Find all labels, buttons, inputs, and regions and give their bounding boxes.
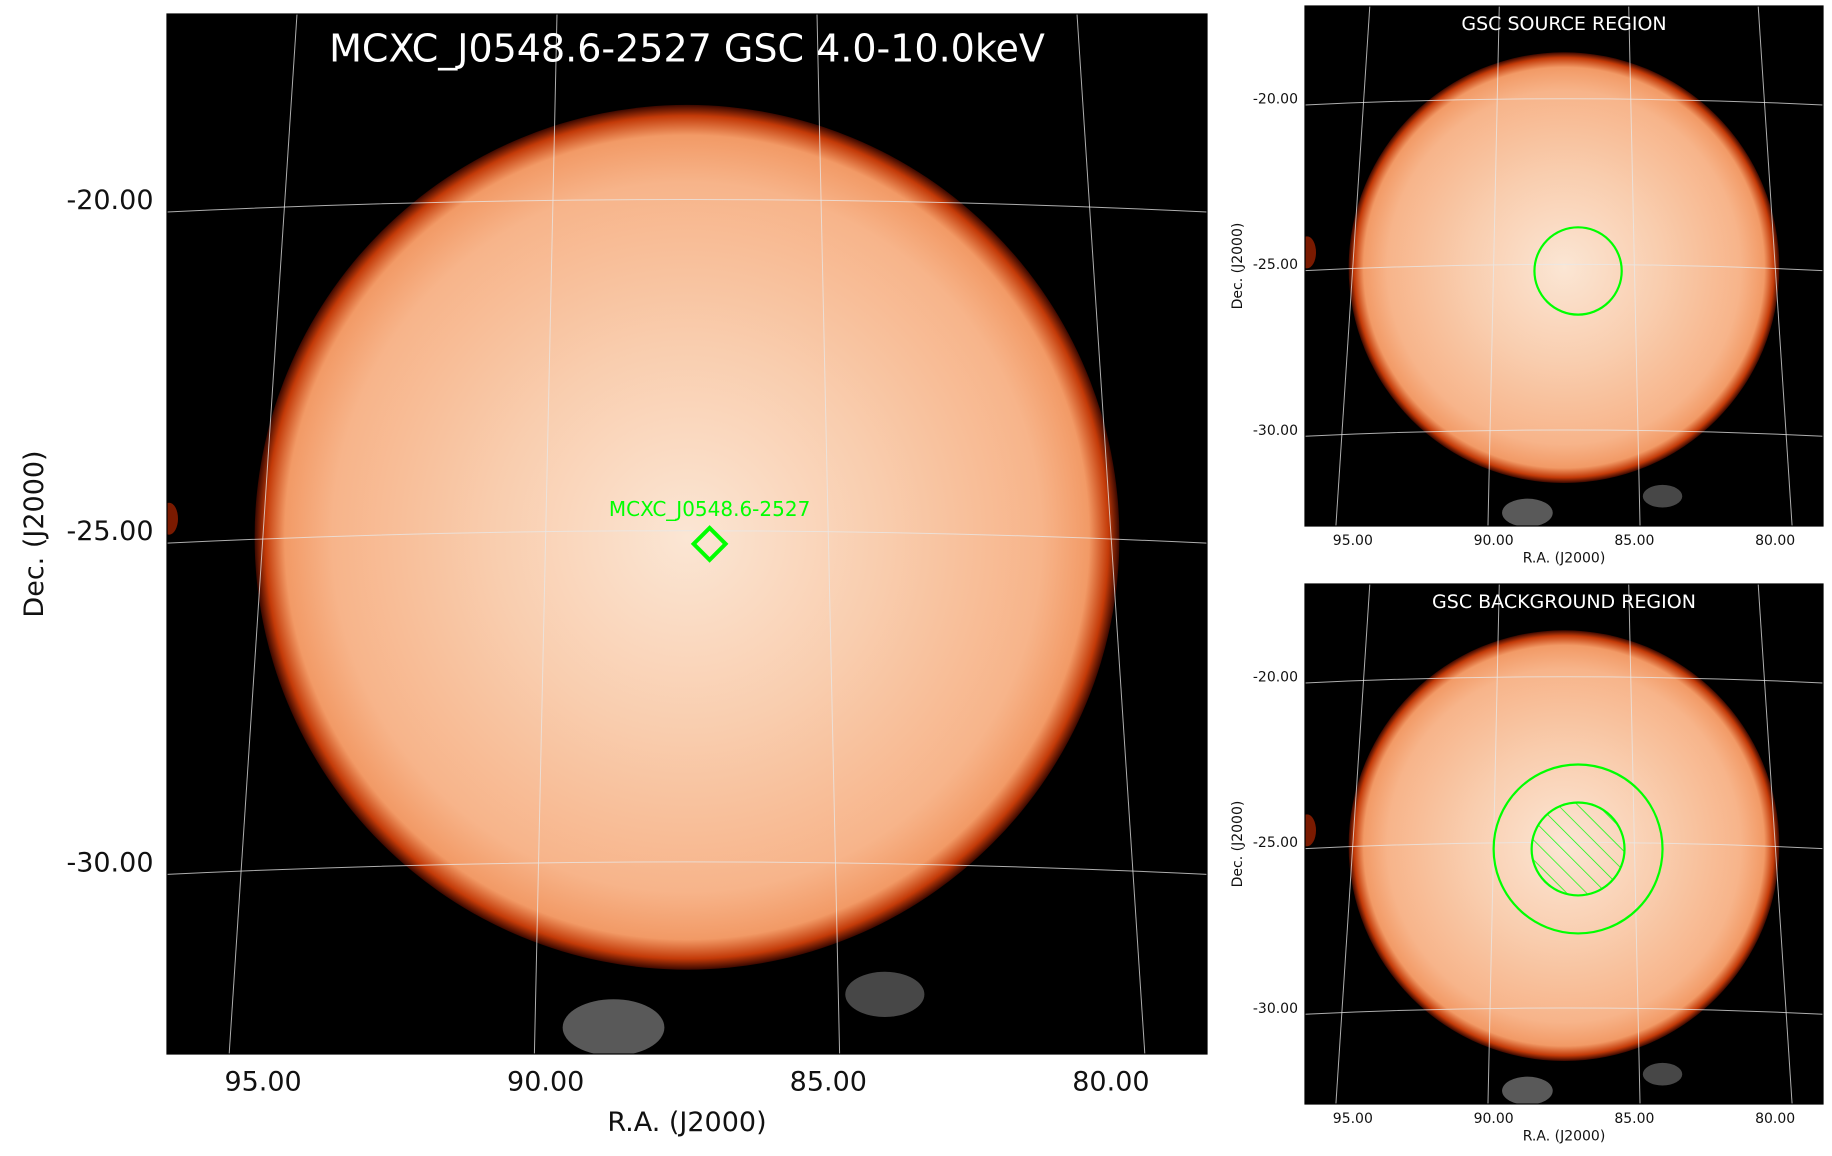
x-tick-label: 90.00 xyxy=(507,1066,584,1097)
grid-line-ra xyxy=(1757,6,1793,526)
excluded-region-circle xyxy=(1530,801,1626,897)
grid-line-ra xyxy=(816,14,841,1054)
y-tick-label: -30.00 xyxy=(1253,1001,1298,1017)
y-tick-label: -25.00 xyxy=(1253,835,1298,851)
x-tick-label: 90.00 xyxy=(1474,1111,1514,1127)
y-tick-label: -30.00 xyxy=(1253,423,1298,439)
x-axis-label: R.A. (J2000) xyxy=(1523,1128,1606,1144)
x-tick-label: 95.00 xyxy=(224,1066,301,1097)
bright-patch xyxy=(1502,1076,1553,1104)
y-tick-label: -20.00 xyxy=(1253,670,1298,686)
grid-line-ra xyxy=(1487,6,1500,526)
grid-line-dec xyxy=(1305,1007,1823,1015)
x-tick-label: 80.00 xyxy=(1755,533,1795,549)
x-tick-label: 95.00 xyxy=(1333,533,1373,549)
edge-notch xyxy=(167,502,178,535)
y-axis-label: Dec. (J2000) xyxy=(19,450,50,617)
panel-2: GSC SOURCE REGION 95.00 90.00 85.00 80.00 -20… xyxy=(1230,5,1824,566)
grid-line-ra xyxy=(1076,14,1146,1054)
panel-title: MCXC_J0548.6-2527 GSC 4.0-10.0keV xyxy=(329,27,1045,71)
x-tick-label: 80.00 xyxy=(1072,1066,1149,1097)
x-tick-label: 95.00 xyxy=(1333,1111,1373,1127)
x-tick-label: 90.00 xyxy=(1474,533,1514,549)
source-marker-diamond xyxy=(690,525,729,563)
y-axis-label: Dec. (J2000) xyxy=(1230,801,1246,888)
grid-line-dec xyxy=(1305,429,1823,437)
y-tick-label: -25.00 xyxy=(66,516,153,547)
grid-line-ra xyxy=(1628,584,1641,1104)
exposure-disk xyxy=(254,104,1120,970)
x-tick-label: 80.00 xyxy=(1755,1111,1795,1127)
grid-line-dec xyxy=(1305,98,1823,106)
y-tick-label: -25.00 xyxy=(1253,257,1298,273)
exposure-disk xyxy=(1348,52,1780,484)
grid-line-dec xyxy=(167,861,1207,875)
x-tick-label: 85.00 xyxy=(1614,1111,1654,1127)
panel-title: GSC SOURCE REGION xyxy=(1461,13,1666,35)
grid-line-ra xyxy=(1757,584,1793,1104)
grid-line-ra xyxy=(1628,6,1641,526)
grid-line-dec xyxy=(167,530,1207,544)
x-tick-label: 85.00 xyxy=(1614,533,1654,549)
region-circle xyxy=(1533,226,1623,316)
axes-frame xyxy=(1304,5,1824,527)
x-axis-label: R.A. (J2000) xyxy=(607,1107,766,1138)
source-marker-label: MCXC_J0548.6-2527 xyxy=(609,497,810,521)
grid-line-ra xyxy=(1335,6,1371,526)
bright-patch xyxy=(1502,498,1553,526)
y-tick-label: -30.00 xyxy=(66,847,153,878)
grid-line-ra xyxy=(533,14,558,1054)
edge-notch xyxy=(1305,814,1316,847)
panel-1: MCXC_J0548.6-2527 MCXC_J0548.6-2527 GSC 4… xyxy=(19,13,1208,1138)
grid-line-dec xyxy=(1305,676,1823,684)
grid-line-ra xyxy=(1335,584,1371,1104)
x-tick-label: 85.00 xyxy=(790,1066,867,1097)
bright-patch xyxy=(562,999,665,1054)
y-tick-label: -20.00 xyxy=(1253,92,1298,108)
grid-line-dec xyxy=(1305,263,1823,272)
y-tick-label: -20.00 xyxy=(66,185,153,216)
panel-3: GSC BACKGROUND REGION 95.00 90.00 85.00 80.0… xyxy=(1230,583,1824,1144)
grid-line-dec xyxy=(167,198,1207,213)
excluded-region-hatch xyxy=(1531,802,1625,896)
bright-patch xyxy=(1642,484,1683,508)
region-circle xyxy=(1492,763,1664,935)
grid-line-ra xyxy=(228,14,298,1054)
axes-frame xyxy=(1304,583,1824,1105)
bright-patch xyxy=(845,971,925,1017)
y-axis-label: Dec. (J2000) xyxy=(1230,223,1246,310)
bright-patch xyxy=(1642,1062,1683,1086)
axes-frame xyxy=(166,13,1208,1055)
edge-notch xyxy=(1305,236,1316,269)
panel-title: GSC BACKGROUND REGION xyxy=(1432,591,1696,613)
x-axis-label: R.A. (J2000) xyxy=(1523,550,1606,566)
